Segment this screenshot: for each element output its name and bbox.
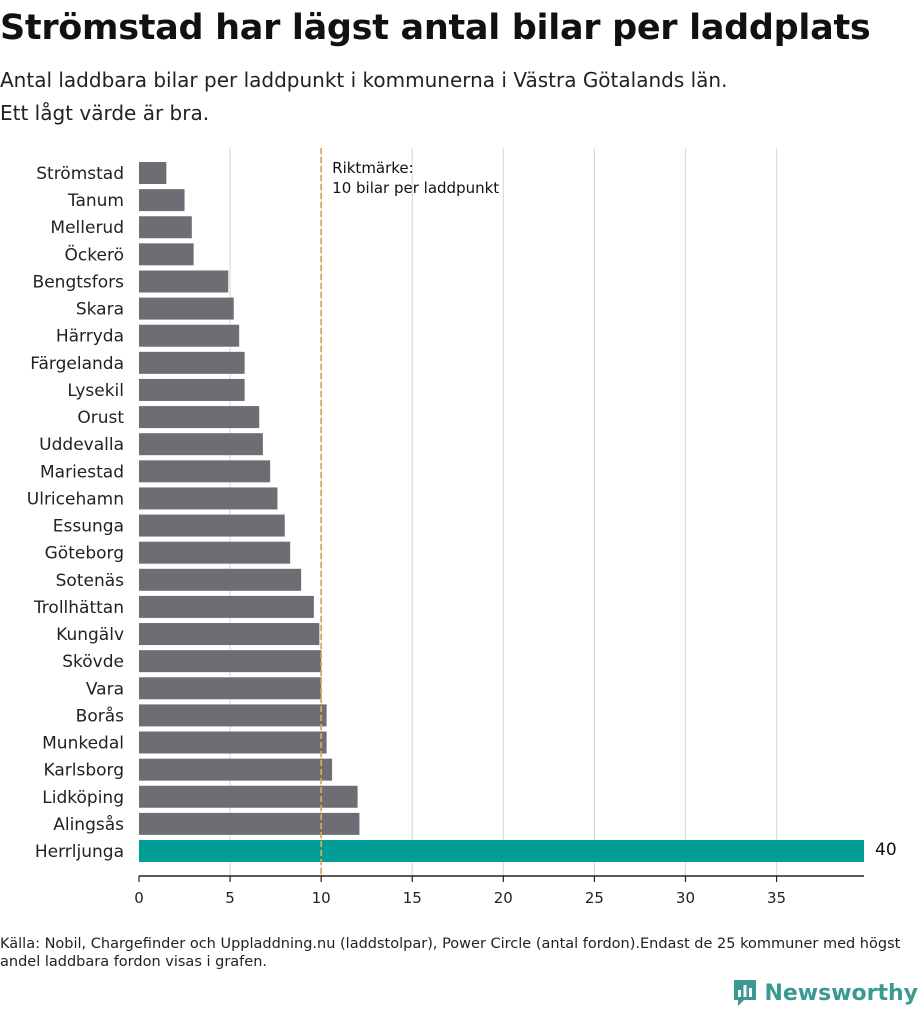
category-label: Skövde <box>62 652 124 672</box>
category-labels: Strömstad Tanum Mellerud Öckerö Bengtsfors Sk… <box>27 164 897 862</box>
category-label: Lidköping <box>42 788 124 808</box>
x-tick-label: 30 <box>676 889 695 907</box>
category-label: Strömstad <box>36 164 124 184</box>
x-tick-label: 25 <box>585 889 604 907</box>
bars <box>139 162 864 862</box>
bar-öckerö <box>139 243 194 266</box>
category-label: Trollhättan <box>33 598 124 618</box>
bar-ulricehamn <box>139 487 278 510</box>
bar-skara <box>139 297 234 320</box>
category-label: Lysekil <box>67 381 124 401</box>
bar-härryda <box>139 324 240 347</box>
category-label: Essunga <box>53 517 124 537</box>
chart-subtitle: Antal laddbara bilar per laddpunkt i kom… <box>0 64 900 130</box>
bar-alingsås <box>139 812 360 835</box>
category-label: Orust <box>77 408 124 428</box>
bar-trollhättan <box>139 595 314 618</box>
source-note: Källa: Nobil, Chargefinder och Uppladdni… <box>0 936 901 970</box>
bar-strömstad <box>139 162 167 184</box>
bar-kungälv <box>139 623 320 646</box>
category-label: Göteborg <box>45 544 124 564</box>
x-tick-label: 5 <box>225 889 235 907</box>
category-label: Mariestad <box>40 462 124 482</box>
category-label: Karlsborg <box>43 761 124 781</box>
subtitle-line-2: Ett lågt värde är bra. <box>0 101 210 125</box>
bar-essunga <box>139 514 285 537</box>
bar-lysekil <box>139 378 245 401</box>
bar-karlsborg <box>139 758 333 781</box>
logo-text: Newsworthy <box>764 980 918 1006</box>
x-tick-label: 0 <box>134 889 144 907</box>
category-label: Alingsås <box>53 814 124 835</box>
x-tick-label: 15 <box>403 889 422 907</box>
category-label: Tanum <box>67 191 124 211</box>
bar-göteborg <box>139 541 291 564</box>
category-label: Munkedal <box>42 734 124 754</box>
bar-sotenäs <box>139 568 302 591</box>
category-label: Kungälv <box>56 625 124 645</box>
category-label: Sotenäs <box>56 571 125 591</box>
bar-chart-speech-icon <box>734 980 757 1006</box>
subtitle-line-1: Antal laddbara bilar per laddpunkt i kom… <box>0 68 728 92</box>
bar-mariestad <box>139 460 271 483</box>
category-label: Skara <box>76 300 124 320</box>
bar-borås <box>139 704 327 727</box>
category-label: Ulricehamn <box>27 489 124 509</box>
x-axis: 0 5 10 15 20 25 30 35 <box>134 875 864 907</box>
bar-tanum <box>139 189 185 212</box>
bar-chart: Riktmärke: 10 bilar per laddpunkt 0 5 10 15 2… <box>27 148 897 907</box>
data-label-highlight: 40 <box>875 840 897 860</box>
category-label: Färgelanda <box>30 354 124 374</box>
x-tick-label: 20 <box>494 889 513 907</box>
category-label: Öckerö <box>65 243 124 265</box>
bar-lidköping <box>139 785 358 808</box>
bar-skövde <box>139 650 322 673</box>
category-label: Borås <box>76 705 124 726</box>
category-label: Bengtsfors <box>33 272 125 292</box>
category-label: Uddevalla <box>39 435 124 455</box>
bar-vara <box>139 677 322 700</box>
bar-bengtsfors <box>139 270 229 293</box>
x-tick-label: 35 <box>767 889 786 907</box>
category-label: Herrljunga <box>35 842 124 862</box>
bar-munkedal <box>139 731 327 754</box>
category-label: Härryda <box>56 327 124 347</box>
bar-mellerud <box>139 216 192 239</box>
reference-label-line-1: Riktmärke: <box>332 159 414 177</box>
category-label: Vara <box>86 679 124 699</box>
bar-färgelanda <box>139 351 245 374</box>
bar-herrljunga <box>139 840 864 862</box>
x-tick-label: 10 <box>312 889 331 907</box>
chart-title: Strömstad har lägst antal bilar per ladd… <box>0 8 871 48</box>
category-label: Mellerud <box>50 218 124 238</box>
newsworthy-logo: Newsworthy <box>732 976 918 1010</box>
reference-line-group: Riktmärke: 10 bilar per laddpunkt <box>320 148 499 876</box>
bar-orust <box>139 406 260 429</box>
bar-uddevalla <box>139 433 263 456</box>
reference-label-line-2: 10 bilar per laddpunkt <box>332 179 499 197</box>
